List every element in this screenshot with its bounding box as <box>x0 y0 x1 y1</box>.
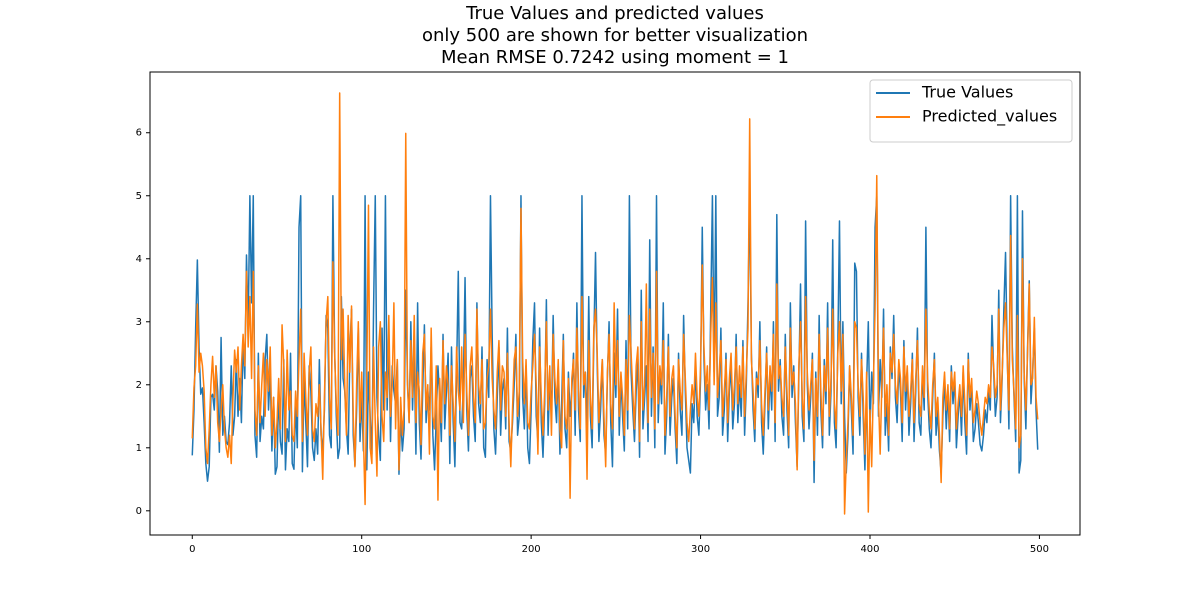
plot-frame <box>149 71 1081 536</box>
y-tick-label: 2 <box>136 380 142 391</box>
x-tick-label: 0 <box>189 544 195 555</box>
chart-subtitle: Mean RMSE 0.7242 using moment = 1 <box>441 47 789 68</box>
legend: True Values Predicted_values <box>869 79 1073 143</box>
y-tick-label: 1 <box>136 443 142 454</box>
chart-subtitle: only 500 are shown for better visualizat… <box>422 25 808 46</box>
y-tick-label: 3 <box>136 317 142 328</box>
y-tick-label: 0 <box>136 506 142 517</box>
line <box>191 92 1039 515</box>
legend-label: True Values <box>921 83 1013 102</box>
legend-label: Predicted_values <box>922 107 1057 127</box>
x-tick-label: 400 <box>860 544 879 555</box>
legend-box <box>869 79 1073 143</box>
chart-title: True Values and predicted values <box>465 3 764 24</box>
x-tick-label: 300 <box>691 544 710 555</box>
x-tick-label: 500 <box>1030 544 1049 555</box>
y-tick-label: 6 <box>136 128 142 139</box>
y-tick-label: 4 <box>136 254 142 265</box>
x-tick-label: 200 <box>522 544 541 555</box>
y-tick-label: 5 <box>136 191 142 202</box>
x-tick-label: 100 <box>352 544 371 555</box>
